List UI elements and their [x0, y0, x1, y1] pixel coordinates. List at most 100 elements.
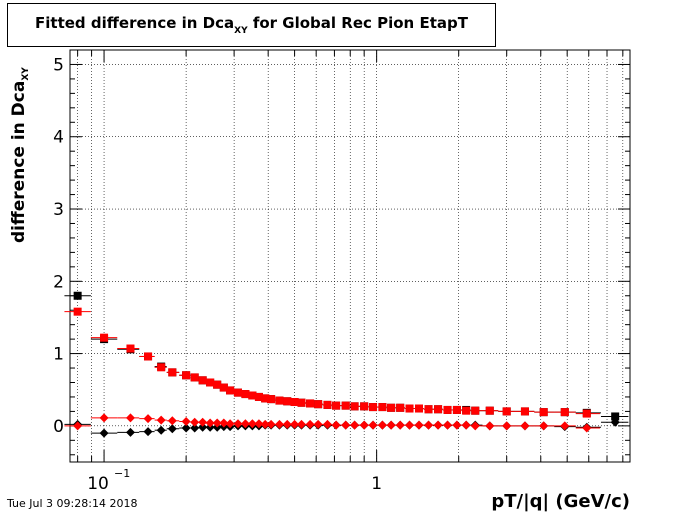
data-point-diamond	[181, 423, 191, 433]
data-point-square	[219, 383, 228, 392]
data-point-diamond	[331, 420, 341, 430]
data-point-diamond	[219, 418, 229, 428]
data-point-square	[213, 380, 222, 389]
chart-title: Fitted difference in DcaXY for Global Re…	[8, 14, 495, 36]
title-subscript: XY	[234, 26, 248, 36]
data-point-square	[126, 344, 135, 353]
data-point-square	[350, 402, 359, 411]
data-point-diamond	[350, 420, 360, 430]
data-point-square	[502, 407, 511, 416]
y-tick-label: 1	[53, 345, 64, 365]
data-point-square	[254, 392, 263, 401]
data-point-diamond	[167, 424, 177, 434]
data-point-diamond	[368, 420, 378, 430]
data-point-square	[241, 390, 250, 399]
data-point-square	[582, 409, 591, 418]
data-point-diamond	[181, 417, 191, 427]
data-point-diamond	[313, 419, 323, 429]
data-point-diamond	[443, 420, 453, 430]
data-point-diamond	[99, 413, 109, 423]
data-point-diamond	[560, 421, 570, 431]
data-point-diamond	[395, 420, 405, 430]
data-point-diamond	[290, 419, 300, 429]
data-point-diamond	[212, 418, 222, 428]
data-point-diamond	[610, 417, 620, 427]
data-point-square	[226, 386, 235, 395]
data-point-diamond	[452, 420, 462, 430]
data-point-diamond	[205, 418, 215, 428]
data-point-diamond	[502, 421, 512, 431]
data-point-diamond	[266, 419, 276, 429]
x-tick-label: 10	[87, 474, 109, 494]
data-point-diamond	[125, 413, 135, 423]
data-point-square	[248, 391, 257, 400]
data-point-square	[396, 403, 405, 412]
data-point-square	[485, 406, 494, 415]
data-point-square	[452, 405, 461, 414]
data-point-square	[297, 398, 306, 407]
data-point-square	[424, 405, 433, 414]
data-point-square	[306, 399, 315, 408]
data-point-square	[100, 333, 109, 342]
data-point-square	[471, 406, 480, 415]
data-point-diamond	[539, 421, 549, 431]
data-point-diamond	[359, 420, 369, 430]
data-point-square	[539, 408, 548, 417]
data-point-diamond	[470, 421, 480, 431]
title-box: Fitted difference in DcaXY for Global Re…	[7, 3, 496, 47]
data-point-diamond	[282, 419, 292, 429]
data-point-square	[206, 378, 215, 387]
data-point-square	[233, 388, 242, 397]
data-point-diamond	[260, 419, 270, 429]
data-point-square	[332, 401, 341, 410]
data-point-square	[290, 398, 299, 407]
x-axis-label: pT/|q| (GeV/c)	[491, 491, 630, 512]
x-tick-label-exponent: −1	[114, 467, 130, 480]
data-point-square	[73, 291, 82, 300]
data-point-square	[182, 371, 191, 380]
y-axis-label-main: difference in Dca	[9, 80, 29, 243]
data-point-square	[168, 368, 177, 377]
data-point-diamond	[190, 417, 200, 427]
data-point-square	[323, 400, 332, 409]
data-point-diamond	[156, 425, 166, 435]
data-point-diamond	[322, 419, 332, 429]
y-tick-label: 3	[53, 200, 64, 220]
data-point-diamond	[143, 427, 153, 437]
data-point-square	[434, 405, 443, 414]
data-point-diamond	[296, 419, 306, 429]
data-point-square	[73, 307, 82, 316]
data-point-diamond	[167, 416, 177, 426]
data-point-diamond	[520, 421, 530, 431]
data-point-square	[378, 403, 387, 412]
data-point-square	[405, 404, 414, 413]
data-point-square	[267, 395, 276, 404]
data-point-square	[198, 376, 207, 385]
data-point-square	[611, 412, 620, 421]
data-point-diamond	[225, 419, 235, 429]
y-tick-label: 5	[53, 55, 64, 75]
y-tick-label: 4	[53, 128, 64, 148]
title-main: Fitted difference in Dca	[35, 14, 235, 32]
data-point-square	[283, 397, 292, 406]
data-point-square	[360, 402, 369, 411]
y-tick-label: 0	[53, 417, 64, 437]
data-point-square	[157, 363, 166, 372]
title-rest: for Global Rec Pion EtapT	[247, 14, 468, 32]
data-point-square	[314, 400, 323, 409]
y-axis-label-subscript: XY	[21, 67, 31, 81]
data-point-diamond	[156, 415, 166, 425]
data-point-square	[443, 405, 452, 414]
data-point-square	[144, 352, 153, 361]
data-point-square	[520, 407, 529, 416]
data-point-diamond	[485, 421, 495, 431]
data-point-diamond	[247, 419, 257, 429]
data-point-diamond	[405, 420, 415, 430]
data-point-diamond	[99, 428, 109, 438]
data-point-diamond	[341, 420, 351, 430]
data-point-square	[275, 396, 284, 405]
x-tick-label: 1	[371, 474, 382, 494]
data-point-diamond	[305, 419, 315, 429]
data-point-diamond	[274, 419, 284, 429]
